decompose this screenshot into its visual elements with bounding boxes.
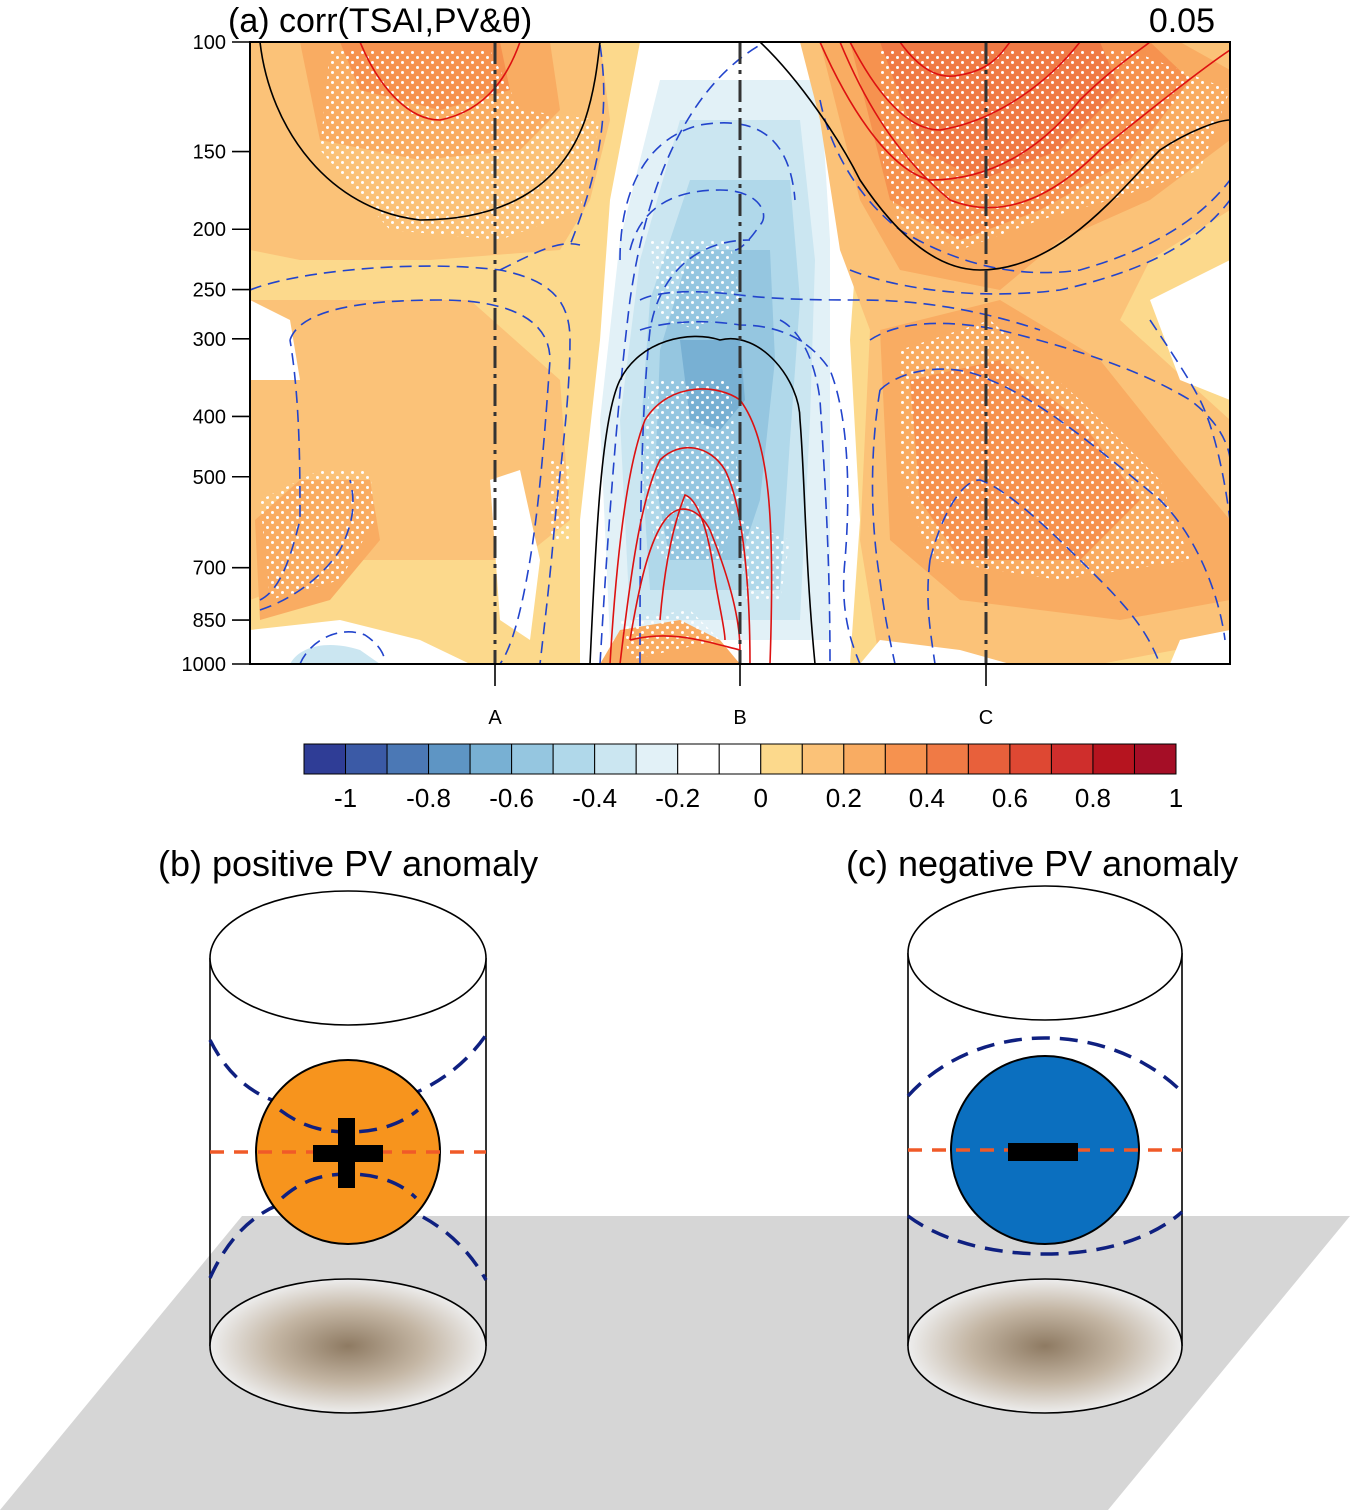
- cylinder-top: [907, 885, 1183, 1021]
- colorbar-swatch: [884, 743, 928, 775]
- shading-negative-bottom-left: [290, 644, 380, 664]
- y-tick-label: 400: [193, 406, 226, 428]
- minus-icon: [1008, 1143, 1078, 1161]
- colorbar-swatch: [1092, 743, 1135, 775]
- y-tick-label: 850: [193, 610, 226, 632]
- reference-lines: [493, 42, 988, 664]
- colorbar-swatch: [718, 743, 762, 775]
- colorbar-swatch: [428, 743, 471, 775]
- colorbar-swatch: [1133, 743, 1177, 775]
- significance-label: 0.05: [1149, 2, 1215, 40]
- panel-c-title: (c) negative PV anomaly: [846, 843, 1238, 884]
- colorbar-tick-label: 0.8: [1075, 783, 1111, 813]
- colorbar-tick-label: -0.4: [572, 783, 617, 813]
- colorbar-swatch: [1050, 743, 1094, 775]
- colorbar-tick-label: 1: [1169, 783, 1183, 813]
- plus-icon: [313, 1118, 383, 1188]
- isentrope-lines: [906, 1036, 1184, 1256]
- colorbar-swatch: [843, 743, 886, 775]
- colorbar-swatch: [511, 743, 554, 775]
- x-tick-label: C: [979, 707, 993, 729]
- y-tick-label: 250: [193, 280, 226, 302]
- schematic-panels: (b) positive PV anomaly (c) negative PV …: [0, 843, 1350, 1510]
- contours-negative: [250, 44, 1230, 664]
- colorbar-swatch: [386, 743, 430, 775]
- colorbar-tick-label: 0: [754, 783, 768, 813]
- panel-c-cylinder: (c) negative PV anomaly: [846, 843, 1238, 1414]
- y-tick-label: 100: [193, 32, 226, 54]
- panel-a-correlation-section: (a) corr(TSAI,PV&θ) 0.05 100 150 200 250 300…: [182, 2, 1231, 813]
- contours-zero: [259, 42, 1230, 664]
- plot-area: [250, 42, 1230, 664]
- colorbar-tick-label: 0.2: [826, 783, 862, 813]
- colorbar-swatch: [469, 743, 513, 775]
- shading-neutral-corner: [1170, 630, 1230, 664]
- colorbar-tick-label: 0.4: [909, 783, 945, 813]
- panel-b-cylinder: (b) positive PV anomaly: [158, 843, 538, 1414]
- panel-a-title: (a) corr(TSAI,PV&θ): [228, 2, 532, 40]
- colorbar-swatch: [967, 743, 1011, 775]
- colorbar-swatch: [801, 743, 845, 775]
- y-tick-label: 1000: [182, 654, 227, 676]
- shading-neutral-gap: [490, 470, 540, 640]
- x-tick-label: A: [488, 707, 502, 729]
- colorbar-swatch: [760, 743, 803, 775]
- colorbar-swatch: [926, 743, 969, 775]
- surface-warm-spot: [209, 1278, 487, 1414]
- colorbar-tick-label: -0.6: [489, 783, 534, 813]
- colorbar-swatch: [552, 743, 596, 775]
- colorbar-tick-label: -1: [334, 783, 357, 813]
- colorbar-swatch: [677, 743, 720, 775]
- surface-cold-spot: [907, 1278, 1183, 1414]
- y-axis: 100 150 200 250 300 400 500 700 850 1000: [182, 32, 250, 676]
- y-tick-label: 500: [193, 467, 226, 489]
- shading-neutral-right: [1150, 260, 1230, 400]
- colorbar-swatch: [1009, 743, 1052, 775]
- contours-positive: [359, 42, 1230, 664]
- cylinder-top: [209, 890, 487, 1026]
- colorbar-swatch: [345, 743, 388, 775]
- shading-neutral-bottom-right: [860, 640, 1010, 664]
- y-tick-label: 150: [193, 142, 226, 164]
- y-tick-label: 200: [193, 219, 226, 241]
- shading-neutral-left: [250, 300, 300, 380]
- colorbar: -1 -0.8 -0.6 -0.4 -0.2 0 0.2 0.4 0.6 0.8 1: [303, 743, 1183, 813]
- y-tick-label: 300: [193, 329, 226, 351]
- colorbar-swatch: [635, 743, 679, 775]
- y-tick-label: 700: [193, 558, 226, 580]
- panel-b-title: (b) positive PV anomaly: [158, 843, 538, 884]
- x-tick-label: B: [733, 707, 746, 729]
- x-axis: A B C: [488, 664, 993, 729]
- colorbar-tick-label: 0.6: [992, 783, 1028, 813]
- colorbar-tick-label: -0.2: [655, 783, 700, 813]
- colorbar-swatch: [303, 743, 347, 775]
- colorbar-swatch: [594, 743, 637, 775]
- colorbar-tick-label: -0.8: [406, 783, 451, 813]
- significance-stippling: [260, 50, 1230, 660]
